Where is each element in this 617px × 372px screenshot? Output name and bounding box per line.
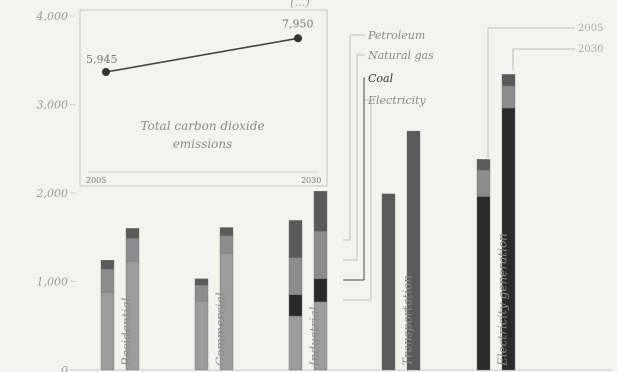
inset-title: emissions bbox=[173, 137, 233, 151]
legend-label-coal: Coal bbox=[368, 72, 394, 85]
inset-point-2005 bbox=[102, 68, 110, 77]
bar-segment-natural-gas bbox=[125, 237, 140, 262]
bar-segment-petroleum bbox=[194, 278, 209, 286]
inset-x-label: 2030 bbox=[301, 176, 321, 185]
bar-segment-petroleum bbox=[476, 159, 491, 171]
bar-segment-coal bbox=[476, 196, 491, 371]
bar-segment-natural-gas bbox=[313, 230, 328, 280]
bar-segment-petroleum bbox=[125, 228, 140, 239]
bar-segment-coal bbox=[313, 278, 328, 303]
bar-segment-natural-gas bbox=[288, 257, 303, 295]
year-leader-2030 bbox=[512, 48, 575, 70]
y-tick-label: 3,000 bbox=[37, 99, 69, 112]
category-label: Electricity generation bbox=[496, 233, 510, 367]
inset-value-label: 5,945 bbox=[86, 53, 118, 66]
header-fragment: (…) bbox=[290, 0, 310, 9]
bar-segment-natural-gas bbox=[476, 169, 491, 197]
bar-segment-petroleum bbox=[288, 220, 303, 258]
bar-segment-petroleum bbox=[381, 193, 396, 371]
inset-value-label: 7,950 bbox=[282, 17, 314, 30]
inset-box bbox=[79, 9, 328, 187]
category-label: Transportation bbox=[401, 275, 415, 366]
inset-title: Total carbon dioxide bbox=[140, 119, 264, 133]
year-label-2005: 2005 bbox=[578, 23, 603, 34]
y-tick-label: 4,000 bbox=[36, 10, 69, 23]
y-tick-label: 2,000 bbox=[36, 187, 69, 200]
bar-segment-coal bbox=[288, 294, 303, 317]
bar-segment-natural-gas bbox=[194, 284, 209, 302]
bar-segment-natural-gas bbox=[100, 268, 115, 293]
bar-segment-petroleum bbox=[100, 260, 115, 270]
bar-segment-petroleum bbox=[406, 130, 421, 371]
bar-segment-electricity bbox=[100, 291, 115, 371]
inset-x-label: 2005 bbox=[86, 176, 106, 185]
category-label: Residential bbox=[120, 298, 134, 367]
bar-segment-electricity bbox=[288, 315, 303, 371]
y-tick-label: 1,000 bbox=[37, 276, 69, 289]
bar-segment-petroleum bbox=[219, 227, 234, 236]
category-label: Commercial bbox=[214, 292, 228, 366]
legend-label-electricity: Electricity bbox=[367, 94, 427, 107]
bar-segment-natural-gas bbox=[219, 235, 234, 254]
year-leader-2005 bbox=[487, 27, 575, 160]
bar-segment-petroleum bbox=[501, 74, 516, 87]
legend-label-petroleum: Petroleum bbox=[367, 29, 425, 42]
bar-segment-natural-gas bbox=[501, 85, 516, 109]
y-tick-label: 0 bbox=[61, 364, 68, 372]
bar-segment-petroleum bbox=[313, 191, 328, 232]
bar-segment-electricity bbox=[194, 300, 209, 371]
legend-label-natural-gas: Natural gas bbox=[367, 49, 434, 62]
inset-point-2030 bbox=[294, 34, 302, 43]
category-label: Industrial bbox=[308, 306, 322, 367]
inset-series-line bbox=[105, 37, 299, 73]
year-label-2030: 2030 bbox=[578, 44, 603, 55]
